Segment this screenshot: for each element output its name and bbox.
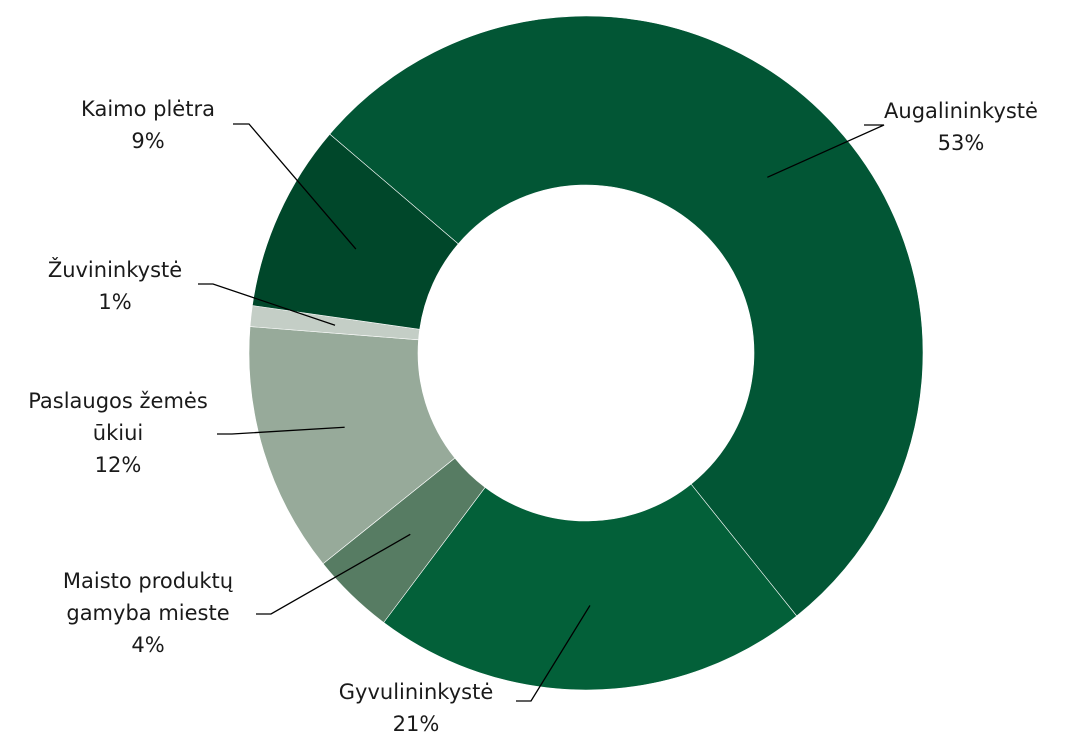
donut-slices <box>248 15 924 691</box>
data-label-percent: 21% <box>393 712 440 733</box>
slice-paslaugos-zemes-ukiui <box>248 326 456 565</box>
leader-line-gyvulininkyste <box>516 605 591 702</box>
data-label-zuvininkyste: Žuvininkystė 1% <box>48 257 182 314</box>
slice-kaimo-pletra <box>252 133 459 330</box>
leader-line-zuvininkyste <box>198 283 336 326</box>
data-label-category: Maisto produktų <box>63 569 233 593</box>
data-label-category: ūkiui <box>93 421 143 445</box>
data-label-paslaugos-zemes-ukiui: Paslaugos žemės ūkiui 12% <box>28 389 208 477</box>
leader-line-kaimo-pletra <box>233 123 357 250</box>
data-label-category: Gyvulininkystė <box>339 680 494 704</box>
leader-line-maisto-produktu-gamyba-mieste <box>256 533 411 615</box>
slice-augalininkyste <box>329 15 924 617</box>
data-label-maisto-produktu-gamyba-mieste: Maisto produktų gamyba mieste 4% <box>63 569 233 657</box>
data-label-category: Kaimo plėtra <box>81 97 215 121</box>
data-label-category: Žuvininkystė <box>48 257 182 282</box>
slice-gyvulininkyste <box>383 483 798 691</box>
data-label-percent: 9% <box>131 129 164 153</box>
leader-line-augalininkyste <box>767 124 885 178</box>
data-label-percent: 12% <box>95 453 142 477</box>
data-label-category: gamyba mieste <box>66 601 229 625</box>
data-label-augalininkyste: Augalininkystė 53% <box>884 99 1038 155</box>
data-label-gyvulininkyste: Gyvulininkystė 21% <box>339 680 494 733</box>
data-label-kaimo-pletra: Kaimo plėtra 9% <box>81 97 215 153</box>
data-label-category: Augalininkystė <box>884 99 1038 123</box>
leader-lines <box>198 123 885 702</box>
data-label-percent: 1% <box>98 290 131 314</box>
data-labels: Augalininkystė 53% Gyvulininkystė 21% Maisto… <box>28 97 1038 733</box>
data-label-percent: 53% <box>938 131 985 155</box>
data-label-category: Paslaugos žemės <box>28 389 208 413</box>
leader-line-paslaugos-zemes-ukiui <box>217 426 345 435</box>
data-label-percent: 4% <box>131 633 164 657</box>
